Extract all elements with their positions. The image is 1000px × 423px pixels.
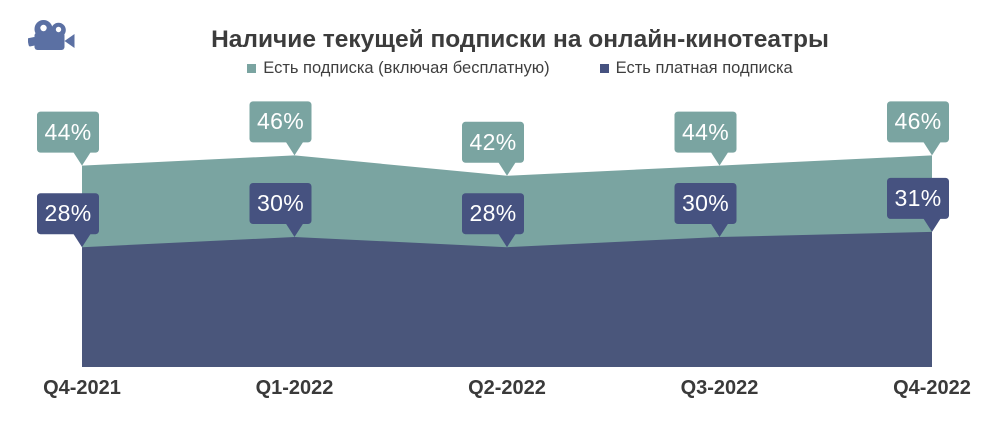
area-paid-subscription — [82, 231, 932, 367]
callout-any-Q2-2022 — [462, 121, 524, 176]
callout-any-Q4-2022 — [887, 101, 949, 156]
callout-paid-Q4-2022 — [887, 177, 949, 232]
callout-paid-Q2-2022 — [462, 193, 524, 248]
legend-swatch-any-subscription-icon — [247, 64, 257, 73]
legend-label-any-subscription: Есть подписка (включая бесплатную) — [263, 59, 550, 77]
callout-any-Q3-2022 — [674, 111, 737, 166]
callout-paid-Q1-2022 — [249, 183, 312, 237]
callout-paid-Q3-2022 — [674, 183, 737, 237]
legend-item-any-subscription: Есть подписка (включая бесплатную) — [247, 59, 550, 78]
callout-paid-Q4-2021 — [37, 193, 99, 248]
chart-title: Наличие текущей подписки на онлайн-кинот… — [211, 26, 829, 53]
chart-legend: Есть подписка (включая бесплатную) Есть … — [40, 59, 1000, 78]
callout-any-Q1-2022 — [249, 101, 312, 156]
legend-swatch-paid-subscription-icon — [599, 64, 609, 73]
legend-label-paid-subscription: Есть платная подписка — [615, 59, 793, 77]
movie-camera-icon — [28, 20, 75, 50]
callout-any-Q4-2021 — [37, 111, 99, 166]
legend-item-paid-subscription: Есть платная подписка — [599, 59, 793, 78]
